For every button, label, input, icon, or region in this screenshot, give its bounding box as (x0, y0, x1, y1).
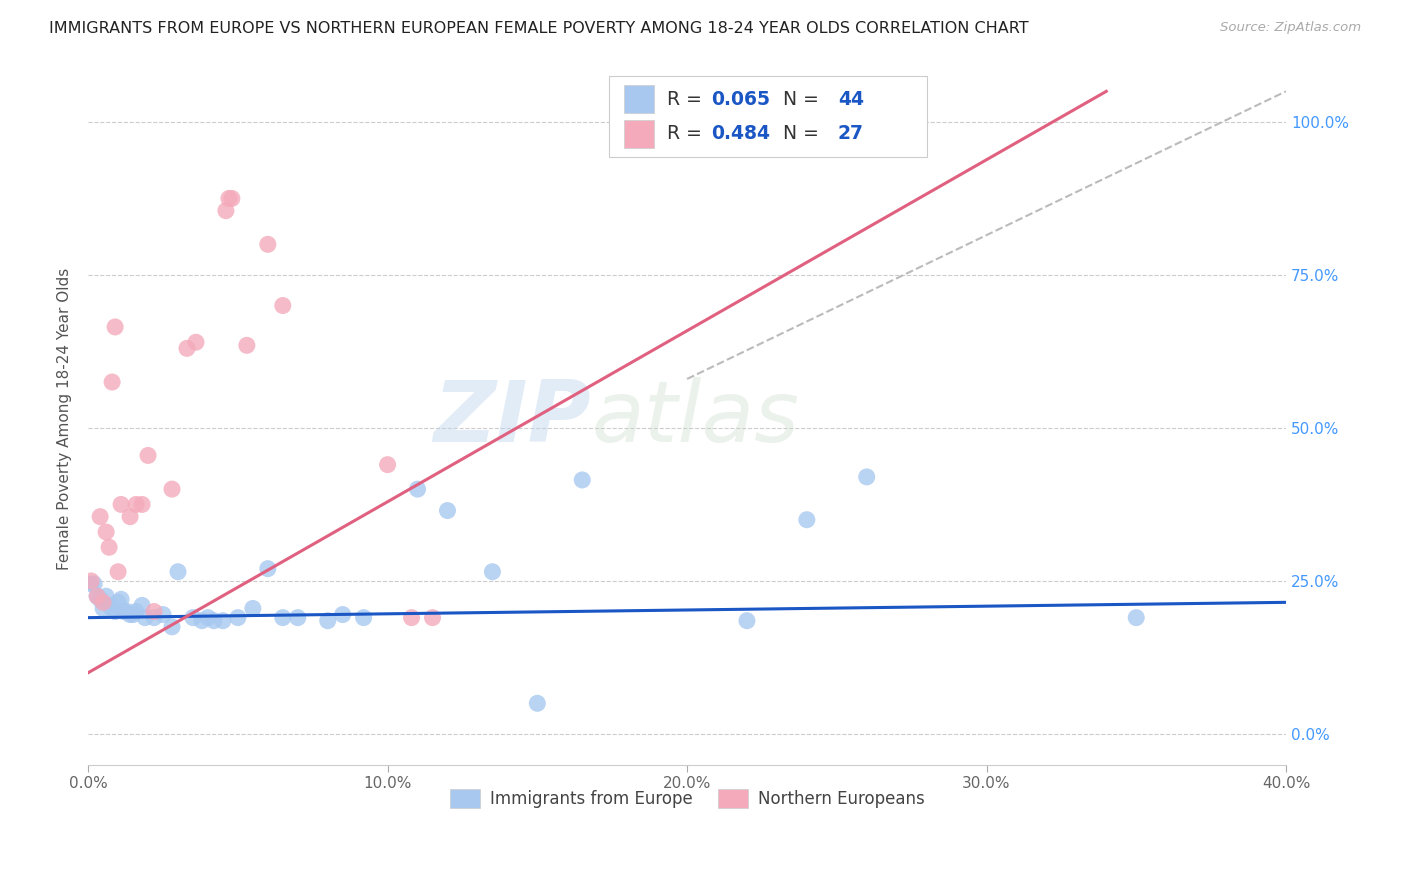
Point (242, 601, 264, 615)
Point (107, 565, 129, 579)
Point (526, 696, 548, 710)
Point (271, 610, 294, 624)
Point (226, 610, 249, 624)
Point (115, 605, 138, 619)
Point (256, 237, 278, 252)
Point (89, 509, 111, 524)
Point (353, 610, 375, 624)
Point (202, 614, 225, 628)
Point (191, 614, 214, 628)
Point (401, 610, 423, 624)
Y-axis label: Female Poverty Among 18-24 Year Olds: Female Poverty Among 18-24 Year Olds (58, 268, 72, 570)
Point (80, 574, 103, 588)
Point (101, 601, 124, 615)
Point (287, 610, 309, 624)
Point (122, 607, 145, 622)
Bar (624, 86, 654, 113)
Point (91, 601, 114, 615)
Text: 27: 27 (838, 124, 863, 144)
Bar (624, 120, 654, 148)
Point (197, 610, 219, 624)
Text: ZIP: ZIP (433, 377, 592, 460)
Point (112, 605, 135, 619)
Point (80, 577, 103, 591)
Point (221, 191, 243, 205)
Point (89, 592, 111, 607)
Point (422, 610, 444, 624)
Point (91, 595, 114, 609)
Point (143, 610, 166, 624)
Point (735, 614, 758, 628)
Point (1125, 610, 1147, 624)
Point (332, 607, 354, 622)
Point (406, 482, 429, 496)
Point (134, 610, 156, 624)
Point (120, 509, 142, 524)
Point (160, 482, 183, 496)
Point (86, 589, 108, 603)
Point (436, 503, 458, 517)
Text: IMMIGRANTS FROM EUROPE VS NORTHERN EUROPEAN FEMALE POVERTY AMONG 18-24 YEAR OLDS: IMMIGRANTS FROM EUROPE VS NORTHERN EUROP… (49, 21, 1029, 36)
Point (125, 497, 148, 511)
Point (110, 497, 132, 511)
Point (120, 607, 142, 622)
Point (125, 605, 148, 619)
Point (152, 607, 174, 622)
Text: R =: R = (666, 124, 707, 144)
Point (83, 577, 105, 591)
Point (212, 614, 235, 628)
Point (107, 595, 129, 609)
Text: R =: R = (666, 90, 707, 109)
Point (236, 338, 259, 352)
Point (271, 299, 294, 313)
Point (131, 497, 153, 511)
Text: Source: ZipAtlas.com: Source: ZipAtlas.com (1220, 21, 1361, 34)
Point (256, 562, 278, 576)
Point (796, 513, 818, 527)
Point (98, 599, 121, 613)
Point (94, 524, 117, 539)
Legend: Immigrants from Europe, Northern Europeans: Immigrants from Europe, Northern Europea… (443, 782, 931, 815)
Point (104, 320, 127, 334)
Point (136, 449, 159, 463)
Bar (609, 77, 927, 157)
Point (110, 592, 132, 607)
Point (481, 565, 503, 579)
Point (316, 614, 339, 628)
Point (104, 605, 127, 619)
Point (167, 565, 190, 579)
Point (101, 375, 124, 389)
Point (86, 589, 108, 603)
Point (181, 610, 204, 624)
Text: N =: N = (770, 124, 825, 144)
Point (571, 473, 593, 487)
Text: 0.065: 0.065 (711, 90, 770, 109)
Text: atlas: atlas (592, 377, 799, 460)
Point (377, 458, 399, 472)
Point (131, 599, 153, 613)
Point (98, 541, 121, 555)
Point (218, 191, 240, 205)
Point (184, 335, 207, 350)
Text: 44: 44 (838, 90, 863, 109)
Point (855, 470, 877, 484)
Point (160, 620, 183, 634)
Point (143, 605, 166, 619)
Point (215, 203, 238, 218)
Point (176, 342, 198, 356)
Text: N =: N = (770, 90, 825, 109)
Text: 0.484: 0.484 (711, 124, 770, 144)
Point (94, 589, 117, 603)
